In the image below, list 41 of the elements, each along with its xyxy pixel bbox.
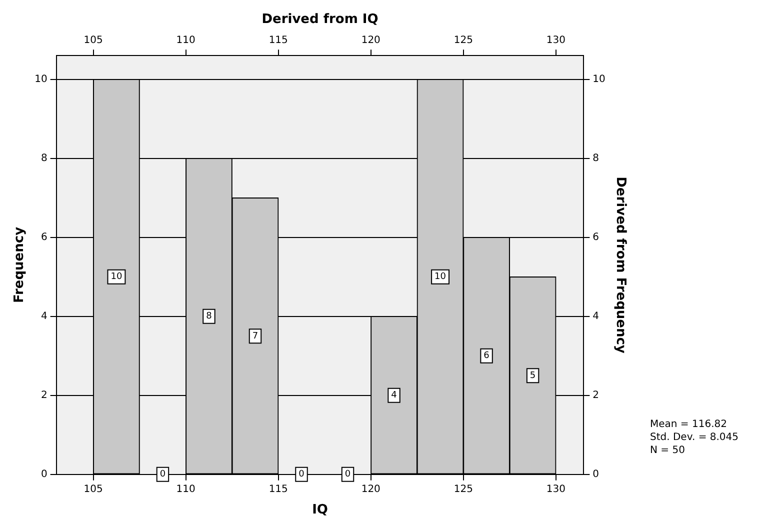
data-label: 4 xyxy=(391,390,398,401)
y-tick-label: 2 xyxy=(40,390,48,401)
x2-axis-title: Derived from IQ xyxy=(262,12,378,28)
data-label: 5 xyxy=(530,370,536,381)
x-axis-title: IQ xyxy=(312,502,328,518)
y2-tick-label: 10 xyxy=(592,74,606,85)
y2-tick-label: 0 xyxy=(592,468,600,480)
data-label: 0 xyxy=(344,470,351,480)
y-tick-label: 10 xyxy=(34,74,48,85)
data-label: 10 xyxy=(110,272,122,282)
data-label: 10 xyxy=(434,272,446,282)
x2-tick-label: 120 xyxy=(361,35,380,46)
y-tick-label: 6 xyxy=(40,232,48,243)
x2-tick-label: 110 xyxy=(176,35,196,46)
y-axis-title: Frequency xyxy=(12,226,28,304)
x-tick-label: 110 xyxy=(176,484,196,495)
text: Std. Dev. = 8.045 xyxy=(650,431,739,444)
y2-tick-label: 8 xyxy=(592,152,600,164)
x2-tick-label: 125 xyxy=(454,35,473,46)
data-label: 6 xyxy=(484,351,490,362)
x-tick-label: 130 xyxy=(546,484,566,495)
y2-tick-label: 2 xyxy=(592,390,600,401)
y2-tick-label: 4 xyxy=(592,310,600,322)
x-tick-label: 125 xyxy=(454,484,473,495)
data-label: 7 xyxy=(252,331,258,342)
x-tick-label: 105 xyxy=(84,484,103,495)
text: N = 50 xyxy=(650,444,686,457)
y-tick-label: 0 xyxy=(40,468,48,480)
data-label: 0 xyxy=(160,470,166,480)
x2-tick-label: 115 xyxy=(268,35,288,46)
y2-tick-label: 6 xyxy=(592,232,600,243)
x-tick-label: 115 xyxy=(268,484,288,495)
x2-tick-label: 105 xyxy=(84,35,103,46)
data-label: 0 xyxy=(298,470,305,480)
y-tick-label: 4 xyxy=(40,310,48,322)
x-tick-label: 120 xyxy=(361,484,380,495)
text: Mean = 116.82 xyxy=(650,418,728,431)
y2-axis-title: Derived from Frequency xyxy=(612,176,628,354)
data-label: 8 xyxy=(206,312,212,322)
y-tick-label: 8 xyxy=(40,152,48,164)
x2-tick-label: 130 xyxy=(546,35,566,46)
